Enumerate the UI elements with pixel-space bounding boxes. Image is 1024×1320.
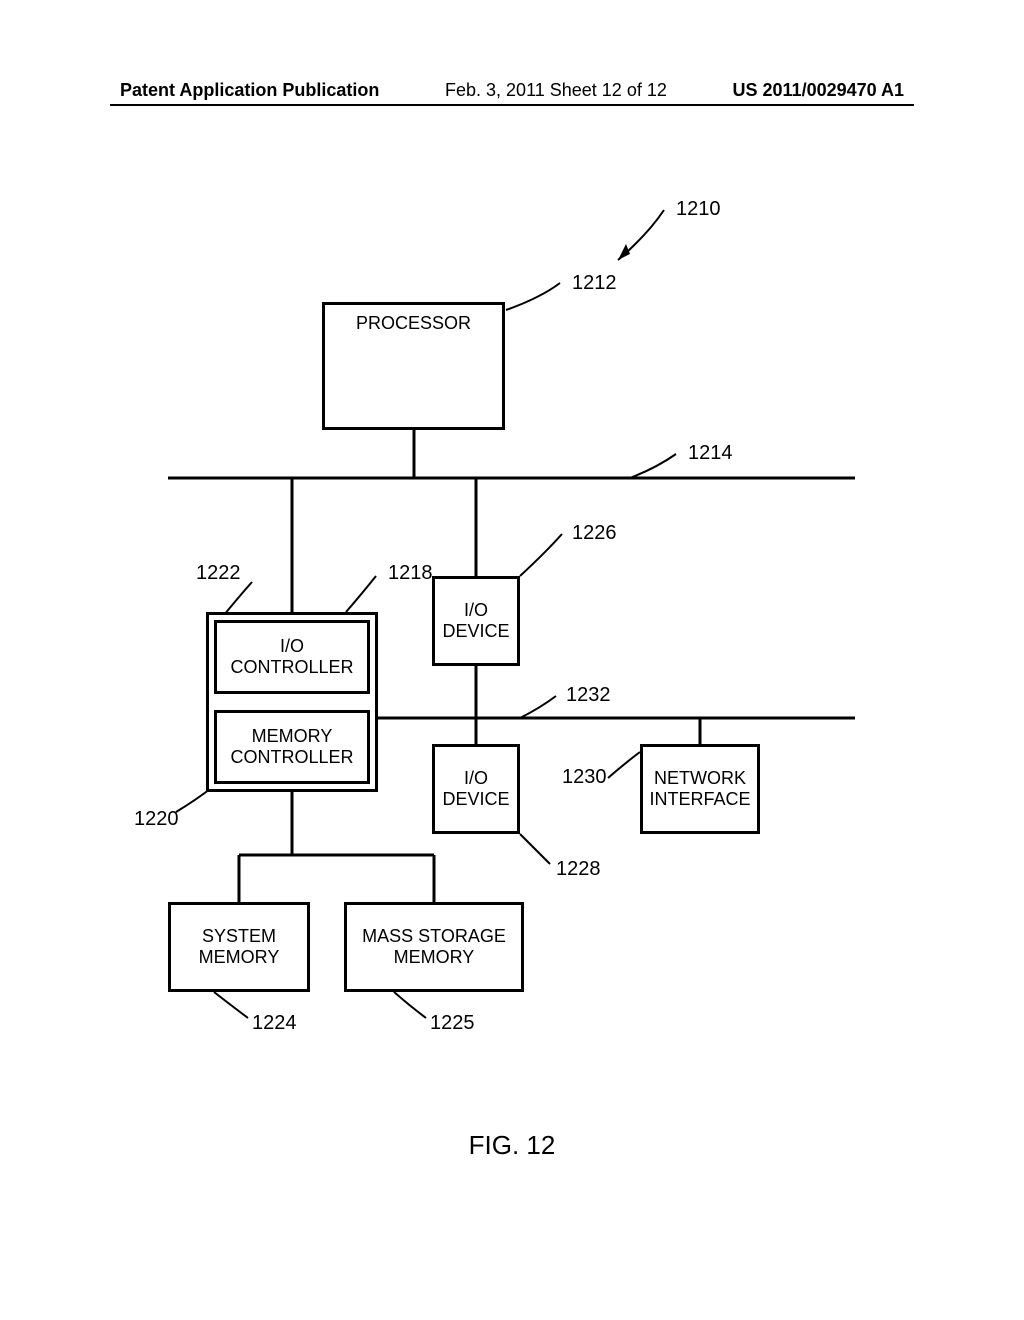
memory-controller-label: MEMORY CONTROLLER [230,726,353,768]
system-memory-label: SYSTEM MEMORY [199,926,280,968]
label-1220: 1220 [134,808,179,831]
label-1226: 1226 [572,522,617,545]
network-interface-label: NETWORK INTERFACE [649,768,750,810]
label-1222: 1222 [196,562,241,585]
label-1210: 1210 [676,198,721,221]
io-device-top-box: I/O DEVICE [432,576,520,666]
label-1228: 1228 [556,858,601,881]
io-controller-label: I/O CONTROLLER [230,636,353,678]
network-interface-box: NETWORK INTERFACE [640,744,760,834]
label-1212: 1212 [572,272,617,295]
label-1214: 1214 [688,442,733,465]
io-controller-box: I/O CONTROLLER [214,620,370,694]
figure-caption: FIG. 12 [0,1130,1024,1161]
system-memory-box: SYSTEM MEMORY [168,902,310,992]
memory-controller-box: MEMORY CONTROLLER [214,710,370,784]
io-device-top-label: I/O DEVICE [442,600,509,642]
io-device-bottom-label: I/O DEVICE [442,768,509,810]
figure-canvas: PROCESSOR I/O CONTROLLER MEMORY CONTROLL… [0,0,1024,1320]
processor-label: PROCESSOR [356,313,471,334]
label-1232: 1232 [566,684,611,707]
processor-box: PROCESSOR [322,302,505,430]
mass-storage-label: MASS STORAGE MEMORY [362,926,506,968]
mass-storage-box: MASS STORAGE MEMORY [344,902,524,992]
label-1224: 1224 [252,1012,297,1035]
io-device-bottom-box: I/O DEVICE [432,744,520,834]
label-1218: 1218 [388,562,433,585]
label-1230: 1230 [562,766,607,789]
label-1225: 1225 [430,1012,475,1035]
